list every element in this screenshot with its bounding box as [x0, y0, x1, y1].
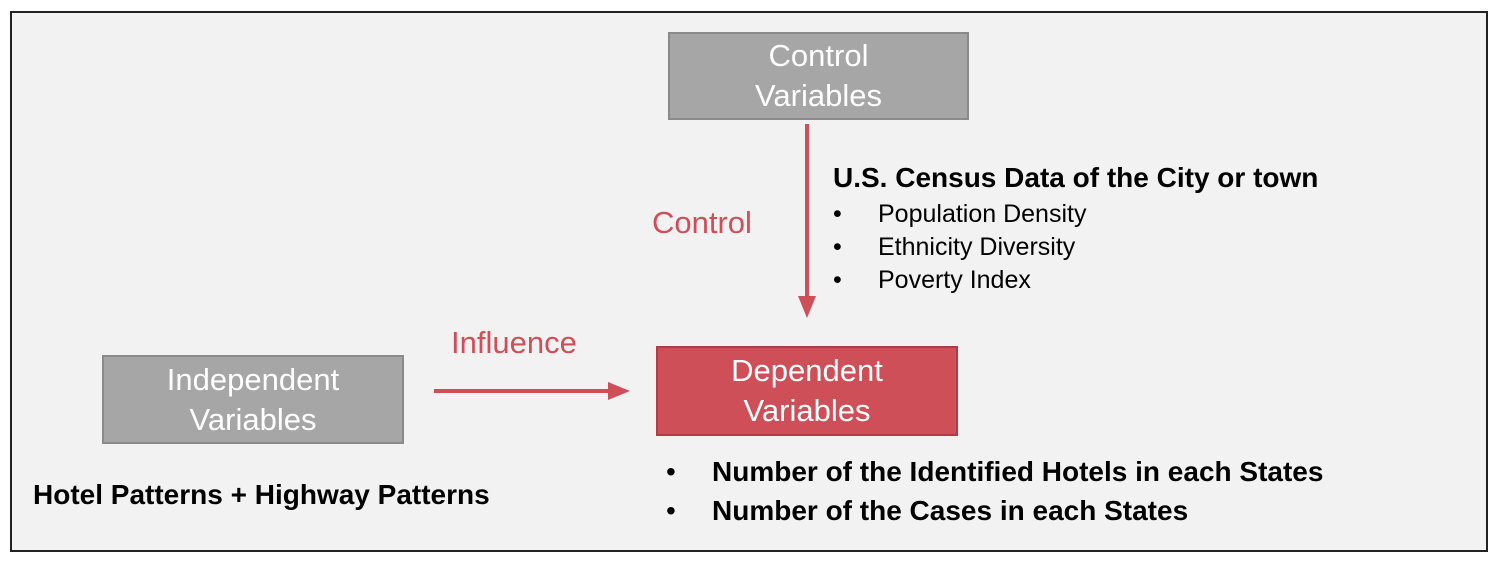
influence-edge-label: Influence: [451, 325, 577, 360]
dependent-variables-box: Dependent Variables: [656, 346, 958, 436]
independent-note: Hotel Patterns + Highway Patterns: [33, 479, 490, 510]
list-item-text: Population Density: [878, 200, 1087, 228]
list-item: • Poverty Index: [833, 264, 1086, 297]
bullet: •: [833, 266, 842, 294]
bullet: •: [666, 456, 676, 487]
census-list: • Population Density • Ethnicity Diversity…: [833, 198, 1086, 297]
list-item: • Ethnicity Diversity: [833, 231, 1086, 264]
bullet: •: [666, 495, 676, 526]
list-item: • Number of the Cases in each States: [666, 491, 1323, 530]
control-edge-label: Control: [652, 205, 752, 240]
list-item-text: Number of the Cases in each States: [712, 495, 1189, 526]
control-arrow: [798, 124, 816, 318]
list-item-text: Ethnicity Diversity: [878, 233, 1076, 261]
control-box-line1: Control: [768, 38, 869, 73]
control-variables-box: Control Variables: [668, 32, 969, 120]
influence-arrow: [434, 382, 630, 400]
bullet: •: [833, 233, 842, 261]
dependent-notes-list: • Number of the Identified Hotels in each…: [666, 452, 1323, 530]
independent-box-line1: Independent: [166, 361, 340, 397]
list-item-text: Number of the Identified Hotels in each …: [712, 456, 1324, 487]
list-item: • Population Density: [833, 198, 1086, 231]
control-box-line2: Variables: [755, 78, 882, 113]
census-data-title: U.S. Census Data of the City or town: [833, 162, 1319, 193]
list-item-text: Poverty Index: [878, 266, 1031, 294]
independent-box-line2: Variables: [189, 401, 317, 437]
independent-variables-box: Independent Variables: [102, 355, 404, 444]
list-item: • Number of the Identified Hotels in each…: [666, 452, 1323, 491]
dependent-box-line1: Dependent: [731, 353, 883, 388]
bullet: •: [833, 200, 842, 228]
dependent-box-line2: Variables: [743, 393, 871, 428]
